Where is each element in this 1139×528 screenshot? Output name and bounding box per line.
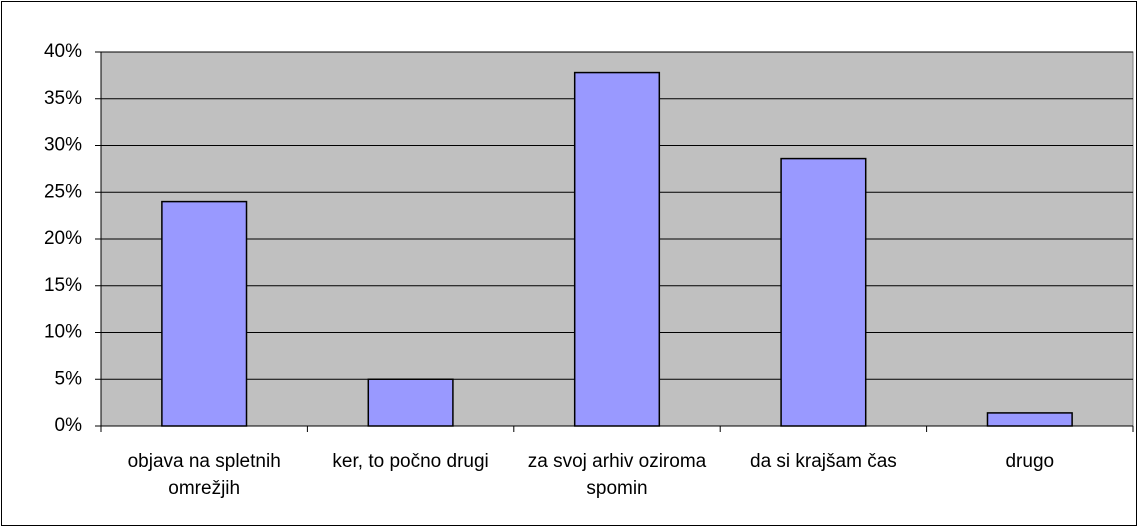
bar xyxy=(573,71,661,427)
y-tick-label: 30% xyxy=(44,135,82,156)
y-tick-label: 35% xyxy=(44,88,82,109)
y-tick-label: 10% xyxy=(44,322,82,343)
x-tick-label: objava na spletnih omrežjih xyxy=(127,451,281,499)
bar xyxy=(780,157,867,427)
x-tick-label: za svoj arhiv oziroma spomin xyxy=(527,451,707,499)
bar xyxy=(161,200,248,427)
x-tick-label: drugo xyxy=(1005,451,1055,472)
y-tick-label: 25% xyxy=(44,181,82,202)
y-tick-label: 40% xyxy=(44,41,82,62)
y-tick-label: 15% xyxy=(44,275,82,296)
x-tick-label: ker, to počno drugi xyxy=(332,451,489,472)
y-tick-label: 0% xyxy=(55,415,83,436)
bar xyxy=(986,412,1073,427)
y-tick-label: 5% xyxy=(55,368,83,389)
y-tick-label: 20% xyxy=(44,228,82,249)
x-tick-label: da si krajšam čas xyxy=(750,451,897,472)
bar xyxy=(367,378,454,427)
